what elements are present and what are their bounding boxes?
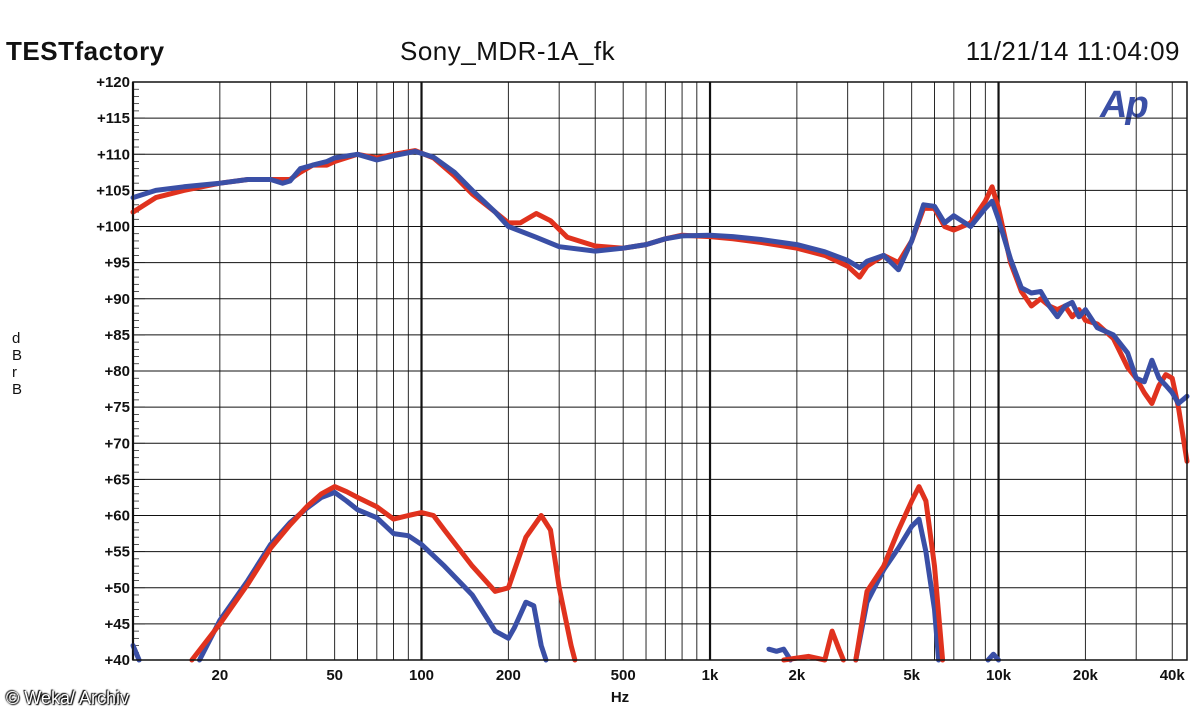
series-blue-segment [853,516,942,663]
x-tick-label: 100 [409,667,434,684]
x-tick-label: 20k [1073,667,1099,684]
y-tick-label: +50 [105,580,130,597]
y-tick-label: +60 [105,508,130,525]
x-axis-label: Hz [611,689,629,706]
y-tick-label: +110 [97,146,130,163]
y-axis-label-text: dBr B [12,330,23,398]
series-red-segment [130,148,1190,464]
y-tick-label: +120 [96,74,130,91]
brand-label: TESTfactory [6,36,165,66]
series-blue-segment [985,651,1001,663]
series-blue-segment [130,148,1190,406]
ap-logo: Ap [1100,84,1149,126]
chart-series [130,148,1190,663]
y-tick-label: +40 [105,652,130,669]
image-credit: © Weka/ Archiv [6,688,129,708]
y-tick-label: +65 [105,471,130,488]
y-tick-label: +115 [97,110,130,127]
x-tick-label: 200 [496,667,521,684]
series-red-segment [853,484,946,663]
y-tick-label: +75 [105,399,130,416]
series-red-segment [781,628,846,663]
series-red-segment [189,484,578,663]
chart-ticks: +120 +115 +110 +105 +100 +95 +90 +85 +80 +75 +70 +6… [96,74,1185,684]
x-tick-label: 5k [903,667,920,684]
y-tick-label: +55 [105,544,130,561]
x-tick-label: 10k [986,667,1012,684]
y-tick-label: +95 [105,255,130,272]
y-axis-label: dBr B [12,330,26,398]
timestamp: 11/21/14 11:04:09 [965,36,1180,66]
x-tick-label: 500 [611,667,636,684]
x-tick-label: 1k [702,667,719,684]
series-blue-segment [130,643,142,663]
x-tick-label: 20 [212,667,229,684]
x-tick-label: 50 [326,667,343,684]
y-tick-label: +90 [105,291,130,308]
y-tick-label: +105 [96,182,130,199]
plot-frame [132,81,1188,661]
x-tick-label: 2k [789,667,806,684]
y-tick-label: +80 [105,363,130,380]
y-tick-label: +45 [105,616,130,633]
x-tick-label: 40k [1160,667,1186,684]
chart-grid [131,81,1187,661]
y-tick-label: +70 [105,435,130,452]
y-tick-label: +100 [96,219,130,236]
chart-title: Sony_MDR-1A_fk [400,36,616,66]
series-blue-segment [766,646,793,663]
y-tick-label: +85 [105,327,130,344]
